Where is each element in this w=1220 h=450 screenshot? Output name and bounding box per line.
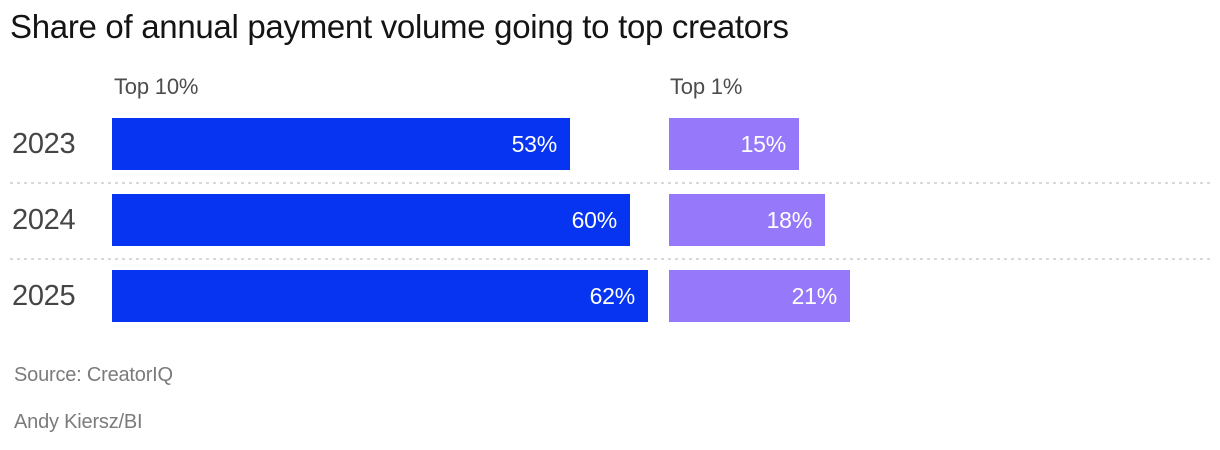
year-label: 2024: [12, 204, 76, 236]
bar-top-1: 21%: [669, 270, 850, 322]
bar-value-label: 53%: [511, 130, 558, 157]
bar-value-label: 60%: [571, 206, 618, 233]
bar-top-10: 60%: [112, 194, 630, 246]
bar-value-label: 15%: [740, 130, 787, 157]
bar-value-label: 18%: [766, 206, 813, 233]
byline: Andy Kiersz/BI: [14, 411, 143, 433]
bar-top-1: 15%: [669, 118, 799, 170]
year-label: 2025: [12, 280, 76, 312]
row-separator: [10, 182, 1210, 184]
bar-value-label: 21%: [791, 282, 838, 309]
source-note: Source: CreatorIQ: [14, 364, 173, 386]
bar-value-label: 62%: [589, 282, 636, 309]
chart-title: Share of annual payment volume going to …: [10, 8, 789, 45]
bar-top-1: 18%: [669, 194, 825, 246]
bar-row: 2024 60% 18%: [0, 194, 1220, 246]
bar-row: 2025 62% 21%: [0, 270, 1220, 322]
bar-top-10: 62%: [112, 270, 648, 322]
bar-top-10: 53%: [112, 118, 570, 170]
group-header-top-10: Top 10%: [114, 74, 199, 99]
row-separator: [10, 258, 1210, 260]
bar-row: 2023 53% 15%: [0, 118, 1220, 170]
group-header-top-1: Top 1%: [670, 74, 743, 99]
year-label: 2023: [12, 128, 76, 160]
